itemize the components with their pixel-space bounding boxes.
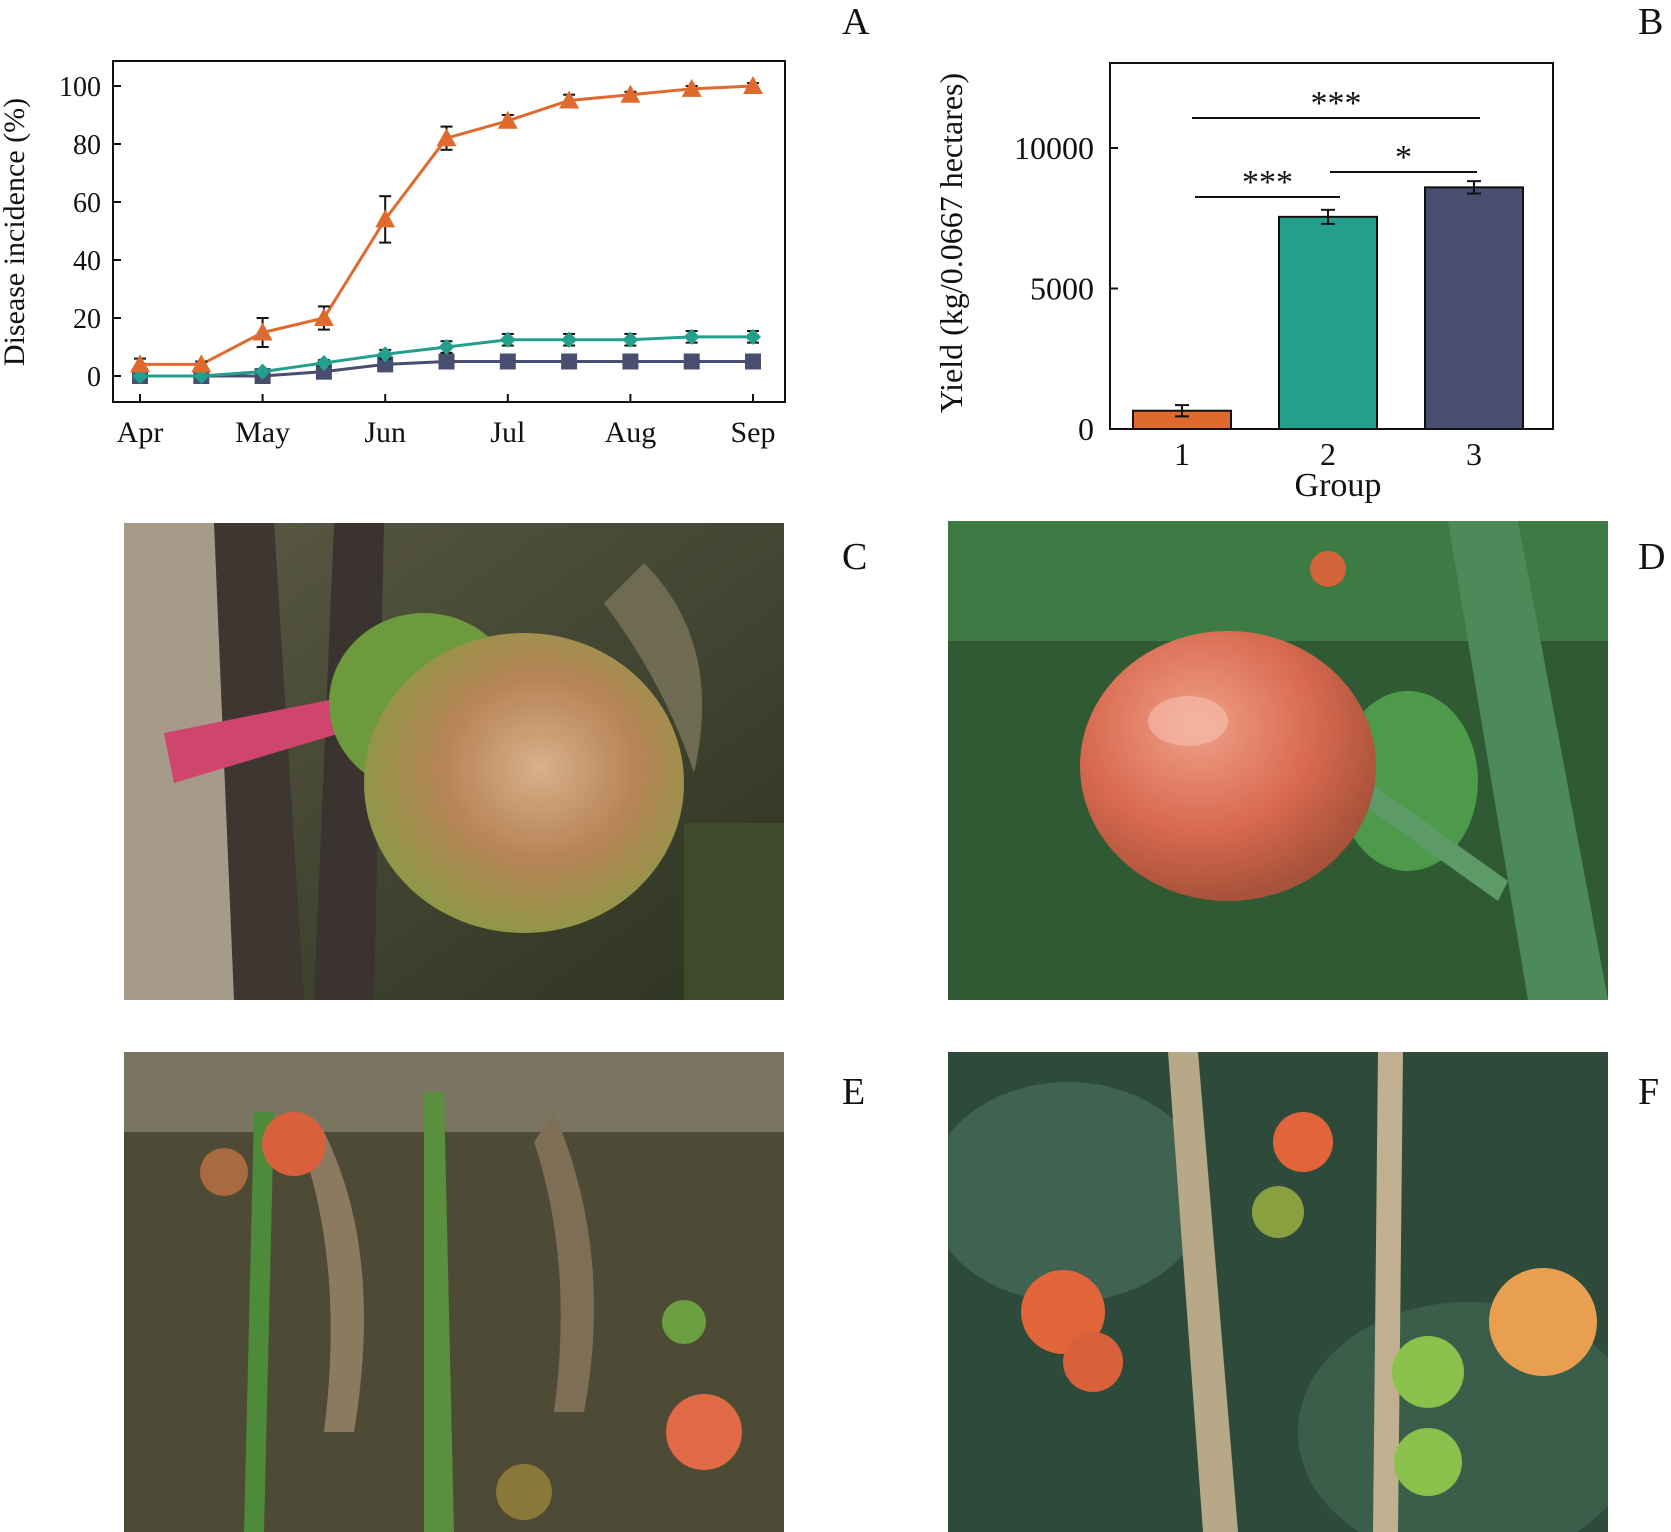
y-tick-label: 5000 — [1030, 271, 1094, 307]
significance-marker: *** — [1242, 164, 1293, 201]
data-point — [254, 363, 271, 380]
bar-group-2 — [1278, 215, 1378, 430]
y-tick-label: 40 — [73, 246, 101, 277]
panel-label-b: B — [1638, 1, 1664, 43]
y-tick-label: 20 — [73, 304, 101, 335]
data-point — [130, 354, 150, 373]
data-point — [745, 353, 761, 370]
plot-frame — [112, 60, 786, 403]
x-tick-label: Apr — [117, 416, 164, 449]
significance-marker: *** — [1311, 85, 1362, 122]
x-tick-label: 3 — [1466, 436, 1482, 472]
panel-label-c: C — [842, 536, 868, 578]
series-1 — [132, 328, 761, 384]
significance-marker: * — [1395, 139, 1412, 176]
y-tick-label: 60 — [73, 188, 101, 219]
data-point — [683, 328, 700, 345]
data-point — [438, 339, 455, 355]
x-tick-label: Jun — [364, 416, 406, 449]
data-point — [622, 353, 639, 370]
data-point — [743, 76, 763, 94]
photo-diseased-fruit — [124, 523, 784, 1000]
y-tick-label: 100 — [59, 72, 101, 103]
data-point — [620, 84, 641, 103]
y-tick-label: 80 — [73, 130, 101, 161]
data-point — [191, 354, 212, 373]
y-tick-label: 10000 — [1014, 130, 1094, 166]
panel-label-e: E — [842, 1071, 866, 1113]
data-point — [252, 322, 273, 341]
data-point — [313, 308, 334, 326]
data-point — [622, 331, 639, 348]
x-tick-label: Sep — [731, 416, 776, 449]
series-2 — [132, 353, 761, 384]
series-0 — [130, 76, 763, 373]
bar-group-3 — [1424, 186, 1524, 430]
photo-healthy-fruit — [948, 521, 1608, 1000]
data-point — [436, 128, 457, 147]
x-tick-label: 2 — [1320, 436, 1336, 472]
data-point — [681, 78, 702, 97]
x-tick-label: 1 — [1174, 436, 1190, 472]
data-point — [499, 331, 516, 348]
data-point — [315, 363, 332, 380]
disease-incidence-chart: 0 20 40 60 80 100 Apr May Jun Jul Aug Sep Disease i… — [0, 60, 786, 449]
data-point — [375, 209, 396, 228]
data-point — [683, 353, 700, 370]
data-point — [499, 353, 516, 370]
data-point — [559, 90, 580, 109]
panel-label-f: F — [1638, 1071, 1660, 1113]
x-tick-label: Aug — [605, 416, 657, 449]
panel-label-d: D — [1638, 536, 1666, 578]
data-point — [497, 110, 518, 129]
data-point — [561, 331, 578, 348]
x-axis-label: Group — [1295, 467, 1382, 504]
photo-diseased-field — [124, 1052, 784, 1532]
data-point — [745, 328, 761, 345]
data-point — [561, 353, 578, 370]
y-axis-label: Disease incidence (%) — [0, 98, 31, 366]
x-tick-label: May — [235, 416, 290, 449]
y-tick-label: 0 — [87, 362, 101, 393]
y-axis-label: Yield (kg/0.0667 hectares) — [933, 73, 969, 413]
panel-label-a: A — [842, 1, 870, 43]
photo-healthy-field — [948, 1052, 1608, 1532]
data-point — [438, 353, 455, 370]
x-tick-label: Jul — [490, 416, 525, 449]
y-tick-label: 0 — [1078, 411, 1094, 447]
data-point — [377, 346, 394, 363]
data-point — [315, 354, 332, 371]
data-point — [377, 356, 394, 373]
